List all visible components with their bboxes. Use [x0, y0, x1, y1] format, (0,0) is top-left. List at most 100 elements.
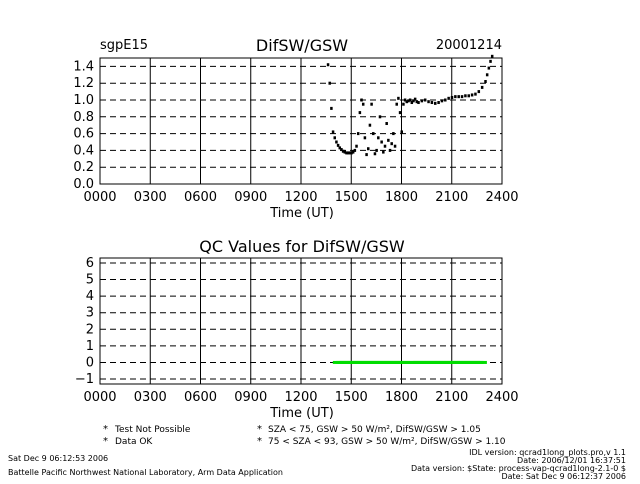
legend-text-sza-75: SZA < 75, GSW > 50 W/m², DifSW/GSW > 1.0…: [268, 425, 481, 435]
top-data-point: [398, 111, 402, 115]
top-data-point: [353, 148, 357, 152]
top-data-point: [355, 144, 358, 148]
top-y-tick-label: 0.2: [73, 160, 94, 175]
top-data-point: [390, 142, 393, 146]
top-x-tick-label: 0300: [134, 190, 167, 205]
bottom-data-point: [399, 360, 410, 364]
bottom-y-tick-label: 0: [86, 355, 94, 370]
bottom-y-tick-label: −1: [75, 372, 94, 387]
top-data-point: [388, 148, 392, 152]
footer-run-date: Sat Dec 9 06:12:53 2006: [8, 454, 109, 463]
top-y-tick-label: 1.4: [73, 59, 94, 74]
top-data-point: [378, 115, 382, 119]
top-data-point: [335, 140, 338, 144]
top-y-tick-label: 0.4: [73, 143, 94, 158]
bottom-y-tick-label: 6: [86, 256, 94, 271]
top-data-point: [423, 98, 427, 102]
top-data-point: [400, 130, 403, 134]
top-data-point: [350, 151, 353, 155]
top-data-point: [361, 102, 365, 106]
top-y-tick-label: 0.8: [73, 110, 94, 125]
top-data-point: [333, 136, 336, 140]
top-data-point: [430, 101, 434, 105]
top-data-point: [408, 98, 412, 102]
top-data-point: [490, 54, 494, 58]
top-data-point: [336, 143, 340, 147]
top-data-point: [467, 94, 470, 98]
bottom-x-tick-label: 1500: [335, 390, 368, 405]
top-data-point: [370, 102, 373, 106]
bottom-y-tick-label: 1: [86, 339, 94, 354]
bottom-plot-frame: [99, 257, 503, 385]
top-data-point: [413, 97, 417, 101]
top-data-point: [485, 73, 489, 77]
top-data-point: [356, 132, 360, 136]
top-data-point: [368, 123, 372, 127]
top-chart: 0.0 0.2 0.40.6 0.8 1.0 1.2 1.4 0000 0300 0600 0900…: [73, 54, 519, 205]
top-x-tick-label: 2400: [485, 190, 518, 205]
top-data-point: [427, 100, 430, 104]
top-data-point: [450, 95, 454, 99]
footer-lab-credit: Battelle Pacific Northwest National Labo…: [8, 468, 283, 477]
bottom-x-tick-label: 1800: [385, 390, 418, 405]
bottom-y-tick-label: 5: [86, 273, 94, 288]
bottom-y-tick-label: 4: [86, 289, 94, 304]
bottom-x-tick-label: 0300: [134, 390, 167, 405]
bottom-chart-title: QC Values for DifSW/GSW: [199, 237, 405, 256]
top-x-axis-label: Time (UT): [269, 206, 334, 221]
top-data-point: [474, 92, 477, 96]
top-data-point: [437, 101, 440, 105]
bottom-x-tick-label: 2100: [435, 390, 468, 405]
top-data-point: [351, 150, 355, 154]
legend-symbol-test-not-possible: *: [103, 424, 108, 435]
top-data-point: [380, 140, 383, 144]
top-chart-title: DifSW/GSW: [256, 36, 348, 55]
top-x-tick-label: 1200: [284, 190, 317, 205]
top-data-point: [403, 98, 407, 102]
top-data-point: [412, 99, 415, 103]
top-data-point: [420, 99, 424, 103]
top-y-tick-label: 0.0: [73, 177, 94, 192]
top-y-tick-label: 1.0: [73, 93, 94, 108]
legend: * Test Not Possible * Data OK * SZA < 75…: [103, 424, 506, 447]
site-label: sgpE15: [100, 38, 148, 53]
top-data-point: [417, 101, 420, 105]
legend-text-test-not-possible: Test Not Possible: [114, 425, 191, 435]
top-data-point: [326, 63, 330, 67]
top-data-point: [415, 100, 419, 104]
top-data-point: [487, 66, 491, 70]
top-data-point: [346, 151, 350, 155]
bottom-x-tick-label: 2400: [485, 390, 518, 405]
top-data-point: [330, 106, 333, 110]
top-data-point: [360, 98, 363, 102]
top-data-point: [470, 93, 474, 97]
top-data-point: [410, 101, 414, 105]
bottom-y-tick-label: 3: [86, 306, 94, 321]
top-data-point: [372, 132, 375, 136]
bottom-chart: −1 01 23 45 6 0000 0300 0600 0900 1200 1500 1800 210…: [75, 256, 519, 405]
top-data-point: [489, 59, 492, 63]
top-data-point: [395, 102, 398, 106]
top-data-point: [447, 96, 450, 100]
top-data-point: [365, 153, 368, 157]
top-data-point: [434, 101, 437, 105]
top-data-point: [348, 151, 352, 155]
top-data-point: [377, 136, 380, 140]
legend-text-sza-93: 75 < SZA < 93, GSW > 50 W/m², DifSW/GSW …: [268, 437, 506, 447]
top-data-point: [397, 96, 400, 100]
top-plot-frame: [99, 57, 503, 185]
bottom-x-tick-label: 0900: [234, 390, 267, 405]
legend-symbol-data-ok: *: [103, 436, 108, 447]
footer-idl-date: Date: 2006/12/01 16:37:51: [517, 456, 626, 465]
top-data-point: [345, 151, 348, 155]
top-data-point: [363, 136, 367, 140]
bottom-x-axis-label: Time (UT): [269, 406, 334, 421]
legend-text-data-ok: Data OK: [115, 437, 153, 447]
top-data-point: [480, 85, 484, 89]
top-data-point: [343, 150, 347, 154]
top-x-tick-label: 1500: [335, 190, 368, 205]
top-data-point: [331, 130, 335, 134]
top-data-point: [393, 144, 397, 148]
top-data-point: [484, 80, 487, 84]
top-data-point: [373, 152, 377, 156]
